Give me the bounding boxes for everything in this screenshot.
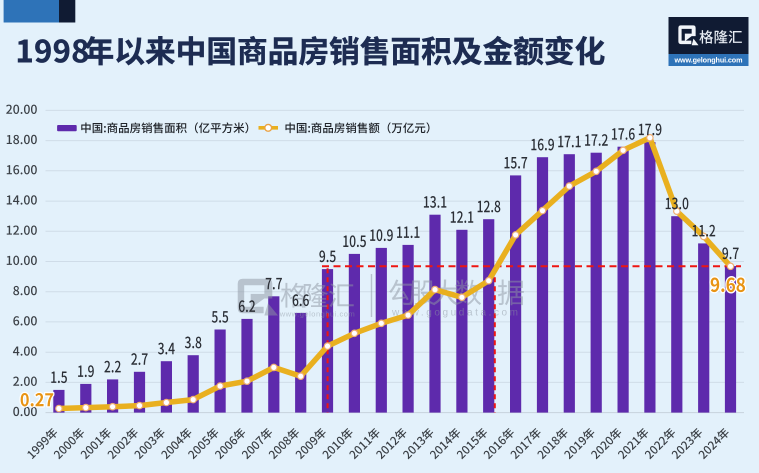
- svg-text:www.gogudata.com: www.gogudata.com: [391, 308, 518, 319]
- svg-text:www.gelonghui.com: www.gelonghui.com: [279, 310, 355, 319]
- svg-text:www.gelonghui.com: www.gelonghui.com: [674, 56, 743, 65]
